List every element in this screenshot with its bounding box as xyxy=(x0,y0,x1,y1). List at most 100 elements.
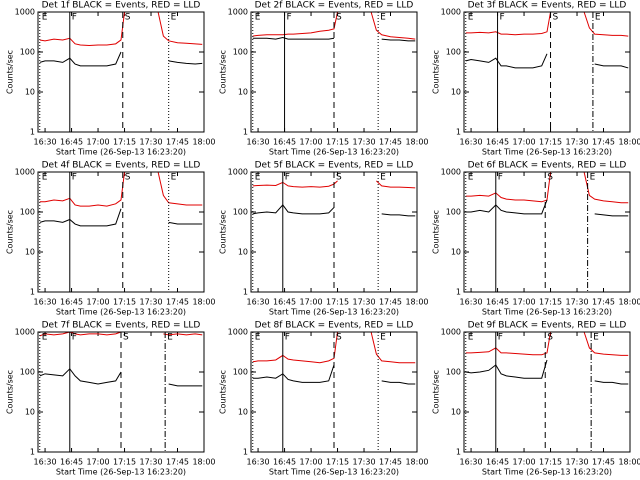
x-tick-label: 18:00 xyxy=(405,458,428,467)
chart-title: Det 9f BLACK = Events, RED = LLD xyxy=(468,321,627,331)
panel: Det 6f BLACK = Events, RED = LLD Start Ti… xyxy=(432,161,640,317)
chart-title: Det 6f BLACK = Events, RED = LLD xyxy=(468,161,627,171)
event-marker-label: S xyxy=(336,13,342,23)
event-marker-label: F xyxy=(72,333,77,343)
y-tick-label: 1 xyxy=(456,448,461,457)
y-tick-label: 1000 xyxy=(15,328,35,337)
event-marker-label: S xyxy=(125,173,131,183)
y-axis-label: Counts/sec xyxy=(219,370,228,414)
chart-title: Det 5f BLACK = Events, RED = LLD xyxy=(255,161,414,171)
x-tick-label: 16:45 xyxy=(486,138,509,147)
event-marker-label: F xyxy=(285,333,290,343)
plot-frame xyxy=(37,11,205,133)
y-tick-label: 1000 xyxy=(15,8,35,17)
x-tick-label: 17:30 xyxy=(139,298,162,307)
x-axis-label: Start Time (26-Sep-13 16:23:20) xyxy=(56,468,186,477)
x-tick-label: 16:45 xyxy=(60,298,83,307)
series-line xyxy=(252,332,416,364)
y-axis-label: Counts/sec xyxy=(6,210,15,254)
x-tick-label: 17:45 xyxy=(592,138,615,147)
series-line xyxy=(465,199,629,217)
y-tick-label: 100 xyxy=(233,368,248,377)
x-tick-label: 17:15 xyxy=(326,298,349,307)
event-marker-label: E xyxy=(468,13,474,23)
event-marker-label: E xyxy=(593,333,599,343)
panel: Det 5f BLACK = Events, RED = LLD Start Ti… xyxy=(219,161,429,317)
event-marker-label: F xyxy=(287,13,292,23)
series-line xyxy=(39,12,203,47)
series-line xyxy=(252,37,416,42)
series-line xyxy=(39,332,203,337)
series-line xyxy=(39,208,203,227)
x-tick-label: 16:30 xyxy=(460,298,483,307)
series-line xyxy=(465,12,629,37)
chart-title: Det 8f BLACK = Events, RED = LLD xyxy=(255,321,414,331)
x-tick-label: 18:00 xyxy=(192,458,215,467)
x-tick-label: 17:45 xyxy=(166,138,189,147)
panel: Det 2f BLACK = Events, RED = LLD Start Ti… xyxy=(219,1,429,157)
x-tick-label: 17:30 xyxy=(352,458,375,467)
y-tick-label: 1000 xyxy=(441,8,461,17)
event-marker-label: E xyxy=(255,333,261,343)
event-marker-label: E xyxy=(167,333,173,343)
event-marker-label: F xyxy=(498,173,503,183)
x-tick-label: 17:00 xyxy=(300,458,323,467)
y-tick-label: 1 xyxy=(456,288,461,297)
chart-title: Det 7f BLACK = Events, RED = LLD xyxy=(42,321,201,331)
x-tick-label: 17:00 xyxy=(513,458,536,467)
x-tick-label: 17:00 xyxy=(300,298,323,307)
y-tick-label: 100 xyxy=(20,48,35,57)
x-axis-label: Start Time (26-Sep-13 16:23:20) xyxy=(482,468,612,477)
plot-frame xyxy=(37,331,205,453)
event-marker-label: E xyxy=(468,173,474,183)
x-tick-label: 16:45 xyxy=(273,298,296,307)
event-marker-label: E xyxy=(42,13,48,23)
plot-frame xyxy=(463,171,631,293)
event-marker-label: F xyxy=(72,13,77,23)
x-axis-label: Start Time (26-Sep-13 16:23:20) xyxy=(269,308,399,317)
y-tick-label: 1000 xyxy=(441,328,461,337)
event-marker-label: F xyxy=(72,173,77,183)
x-tick-label: 17:30 xyxy=(565,138,588,147)
y-tick-label: 10 xyxy=(25,408,35,417)
series-line xyxy=(252,364,416,385)
x-tick-label: 16:30 xyxy=(247,138,270,147)
event-marker-label: S xyxy=(125,13,131,23)
x-tick-label: 17:15 xyxy=(539,138,562,147)
y-tick-label: 1 xyxy=(30,128,35,137)
y-tick-label: 10 xyxy=(238,248,248,257)
event-marker-label: E xyxy=(590,173,596,183)
x-tick-label: 17:15 xyxy=(326,138,349,147)
panel: Det 9f BLACK = Events, RED = LLD Start Ti… xyxy=(432,321,640,477)
x-tick-label: 18:00 xyxy=(405,138,428,147)
y-tick-label: 10 xyxy=(238,408,248,417)
y-axis-label: Counts/sec xyxy=(432,50,441,94)
x-tick-label: 18:00 xyxy=(192,138,215,147)
y-axis-label: Counts/sec xyxy=(219,50,228,94)
event-marker-label: E xyxy=(380,333,386,343)
chart-title: Det 2f BLACK = Events, RED = LLD xyxy=(255,1,414,11)
y-tick-label: 1 xyxy=(30,288,35,297)
plot-frame xyxy=(250,331,418,453)
event-marker-label: E xyxy=(171,173,177,183)
event-marker-label: S xyxy=(547,333,553,343)
panel: Det 1f BLACK = Events, RED = LLD Start Ti… xyxy=(6,1,216,157)
x-tick-label: 16:30 xyxy=(247,458,270,467)
plot-area xyxy=(39,172,203,227)
x-tick-label: 17:00 xyxy=(513,298,536,307)
plot-frame xyxy=(463,11,631,133)
series-line xyxy=(252,204,416,217)
y-tick-label: 100 xyxy=(446,48,461,57)
chart-title: Det 3f BLACK = Events, RED = LLD xyxy=(468,1,627,11)
y-tick-label: 10 xyxy=(451,408,461,417)
y-tick-label: 1 xyxy=(243,288,248,297)
y-tick-label: 100 xyxy=(20,208,35,217)
y-tick-label: 1 xyxy=(30,448,35,457)
x-tick-label: 17:15 xyxy=(113,138,136,147)
plot-frame xyxy=(250,11,418,133)
x-tick-label: 16:45 xyxy=(60,138,83,147)
event-marker-label: E xyxy=(380,173,386,183)
plot-area xyxy=(465,172,629,217)
y-tick-label: 100 xyxy=(233,208,248,217)
